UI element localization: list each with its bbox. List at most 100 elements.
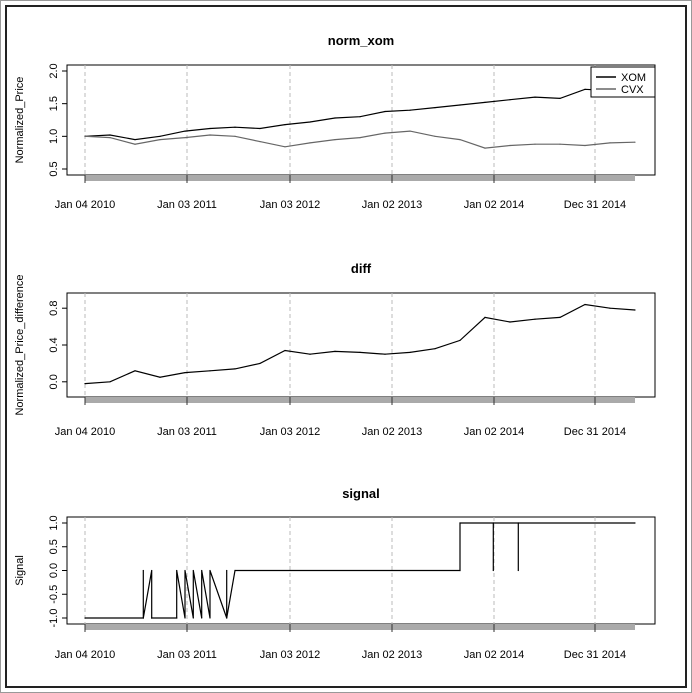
x-axis-band <box>85 624 635 630</box>
data-point <box>226 569 228 572</box>
data-point <box>459 569 461 572</box>
y-tick-label: -1.0 <box>48 609 60 628</box>
data-point <box>259 141 261 143</box>
series-line <box>84 88 636 141</box>
data-point <box>142 569 144 572</box>
chart-figure: norm_xom Jan 04 2010 Jan 03 2011 Jan 03 201… <box>14 33 656 661</box>
x-tick-label: Jan 03 2011 <box>157 199 217 211</box>
y-axis-label: Normalized_Price_difference <box>14 274 26 415</box>
data-point <box>159 135 161 137</box>
data-point <box>534 143 536 145</box>
data-point <box>434 348 436 350</box>
data-point <box>109 137 111 139</box>
data-point <box>492 522 494 524</box>
x-tick-label: Jan 04 2010 <box>55 649 116 661</box>
data-point <box>517 522 519 524</box>
data-point <box>634 522 636 524</box>
data-point <box>484 147 486 149</box>
data-point <box>459 139 461 141</box>
data-point <box>309 142 311 144</box>
data-point <box>109 134 111 136</box>
data-point <box>534 318 536 320</box>
data-point <box>234 135 236 137</box>
data-point <box>409 109 411 111</box>
data-point <box>284 124 286 126</box>
x-tick-label: Dec 31 2014 <box>564 426 626 438</box>
legend-label: XOM <box>621 72 646 84</box>
data-point <box>234 569 236 572</box>
data-point <box>459 522 461 524</box>
data-point <box>384 353 386 355</box>
x-tick-label: Jan 03 2011 <box>157 426 217 438</box>
data-point <box>409 130 411 132</box>
data-point <box>634 309 636 311</box>
data-point <box>334 139 336 141</box>
y-tick-label: 1.0 <box>48 515 60 530</box>
data-point <box>534 96 536 98</box>
data-point <box>609 307 611 309</box>
y-tick-label: 0.0 <box>48 563 60 578</box>
data-point <box>509 144 511 147</box>
x-tick-label: Jan 03 2011 <box>157 649 217 661</box>
data-point <box>309 353 311 355</box>
data-point <box>459 104 461 106</box>
series-line <box>85 522 635 619</box>
legend-box <box>590 66 656 98</box>
data-point <box>184 137 186 139</box>
data-point <box>434 107 436 109</box>
y-tick-label: 1.0 <box>48 129 60 144</box>
data-point <box>484 316 486 318</box>
data-point <box>192 569 194 572</box>
data-point <box>134 143 136 145</box>
series-line <box>84 303 636 385</box>
data-point <box>334 117 336 119</box>
data-point <box>184 372 186 374</box>
data-point <box>209 617 211 619</box>
plot-canvas: norm_xom Jan 04 2010 Jan 03 2011 Jan 03 201… <box>5 5 687 688</box>
data-point <box>226 617 228 619</box>
x-tick-label: Dec 31 2014 <box>564 199 626 211</box>
data-point <box>517 569 519 572</box>
data-point <box>201 617 203 619</box>
x-axis-band <box>85 397 635 403</box>
data-point <box>434 135 436 137</box>
data-point <box>84 617 86 619</box>
series-line <box>84 130 636 149</box>
data-point <box>359 116 361 118</box>
data-point <box>559 143 561 145</box>
data-point <box>176 569 178 572</box>
y-tick-label: 0.4 <box>48 337 60 352</box>
x-tick-label: Jan 02 2013 <box>362 199 423 211</box>
data-point <box>509 321 511 323</box>
data-point <box>184 569 186 572</box>
data-point <box>142 617 144 619</box>
data-point <box>184 617 186 619</box>
data-point <box>384 132 386 134</box>
data-point <box>151 617 153 619</box>
y-tick-label: 2.0 <box>48 63 60 78</box>
data-point <box>84 135 86 137</box>
data-point <box>284 146 286 148</box>
data-point <box>109 381 111 383</box>
data-point <box>84 383 86 385</box>
data-point <box>484 101 486 103</box>
panel-title: diff <box>351 261 372 276</box>
x-tick-label: Jan 04 2010 <box>55 426 116 438</box>
x-tick-label: Dec 31 2014 <box>564 649 626 661</box>
y-tick-label: 0.5 <box>48 539 60 554</box>
panel-title: norm_xom <box>328 33 394 48</box>
y-tick-label: 0.5 <box>48 161 60 176</box>
x-tick-label: Jan 02 2013 <box>362 426 423 438</box>
data-point <box>259 362 261 364</box>
data-point <box>192 617 194 619</box>
x-tick-label: Jan 03 2012 <box>260 649 321 661</box>
legend-label: CVX <box>621 84 644 96</box>
data-point <box>209 134 211 136</box>
x-axis-band <box>85 175 635 181</box>
data-point <box>509 99 511 101</box>
data-point <box>334 350 336 352</box>
y-axis-label: Signal <box>14 555 26 586</box>
data-point <box>584 88 586 90</box>
data-point <box>209 569 211 572</box>
